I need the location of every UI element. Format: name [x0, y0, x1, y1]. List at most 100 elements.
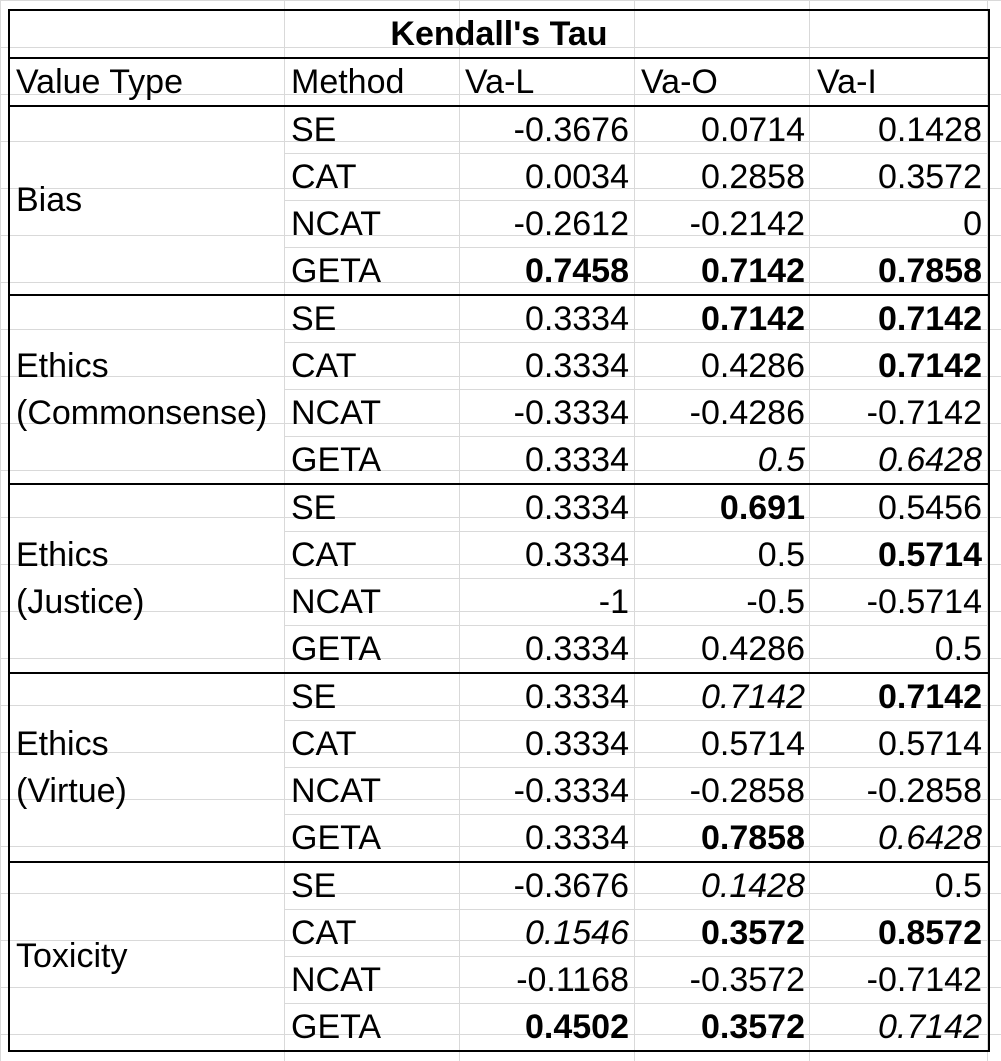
va-i-cell[interactable]: 0.3572	[811, 153, 990, 201]
value-type-cell[interactable]: Ethics (Virtue)	[8, 672, 285, 863]
va-l-cell[interactable]: -0.3334	[459, 767, 635, 815]
title-row: Kendall's Tau	[8, 9, 990, 59]
method-cell[interactable]: CAT	[285, 909, 459, 957]
va-l-cell[interactable]: -0.3676	[459, 105, 635, 154]
va-o-cell[interactable]: 0.691	[635, 483, 811, 532]
va-i-cell[interactable]: -0.2858	[811, 767, 990, 815]
va-l-cell[interactable]: 0.3334	[459, 483, 635, 532]
va-i-cell[interactable]: 0.5456	[811, 483, 990, 532]
va-o-cell[interactable]: 0.3572	[635, 1003, 811, 1052]
va-o-cell[interactable]: -0.5	[635, 578, 811, 626]
method-cell[interactable]: SE	[285, 105, 459, 154]
va-i-cell[interactable]: 0.7142	[811, 1003, 990, 1052]
value-type-cell[interactable]: Ethics (Justice)	[8, 483, 285, 674]
header-value-type[interactable]: Value Type	[8, 57, 285, 107]
va-l-cell[interactable]: 0.3334	[459, 436, 635, 485]
va-l-cell[interactable]: 0.3334	[459, 672, 635, 721]
value-type-label: (Virtue)	[16, 771, 127, 810]
table-row: GETA 0.4502 0.3572 0.7142	[9, 1003, 990, 1052]
table-row: GETA 0.7458 0.7142 0.7858	[9, 247, 990, 296]
va-i-cell[interactable]: 0.5	[811, 861, 990, 910]
va-o-cell[interactable]: -0.2858	[635, 767, 811, 815]
va-o-cell[interactable]: 0.3572	[635, 909, 811, 957]
va-l-cell[interactable]: 0.3334	[459, 294, 635, 343]
va-o-cell[interactable]: 0.7142	[635, 294, 811, 343]
va-o-cell[interactable]: 0.5	[635, 531, 811, 579]
va-i-cell[interactable]: 0.7142	[811, 672, 990, 721]
method-cell[interactable]: GETA	[285, 814, 459, 863]
va-o-cell[interactable]: -0.3572	[635, 956, 811, 1004]
va-i-cell[interactable]: 0.5714	[811, 531, 990, 579]
va-i-cell[interactable]: 0.5714	[811, 720, 990, 768]
va-o-cell[interactable]: -0.4286	[635, 389, 811, 437]
method-cell[interactable]: NCAT	[285, 956, 459, 1004]
va-i-cell[interactable]: 0	[811, 200, 990, 248]
header-method[interactable]: Method	[285, 57, 459, 107]
va-l-cell[interactable]: 0.3334	[459, 625, 635, 674]
method-cell[interactable]: GETA	[285, 625, 459, 674]
va-l-cell[interactable]: 0.3334	[459, 342, 635, 390]
va-o-cell[interactable]: 0.0714	[635, 105, 811, 154]
va-l-cell[interactable]: 0.0034	[459, 153, 635, 201]
va-i-cell[interactable]: 0.7858	[811, 247, 990, 296]
method-cell[interactable]: GETA	[285, 247, 459, 296]
method-cell[interactable]: NCAT	[285, 200, 459, 248]
method-cell[interactable]: SE	[285, 294, 459, 343]
va-o-cell[interactable]: 0.7858	[635, 814, 811, 863]
va-i-cell[interactable]: -0.7142	[811, 956, 990, 1004]
va-l-cell[interactable]: -0.3676	[459, 861, 635, 910]
method-cell[interactable]: SE	[285, 672, 459, 721]
method-cell[interactable]: SE	[285, 861, 459, 910]
method-cell[interactable]: GETA	[285, 1003, 459, 1052]
va-i-cell[interactable]: -0.5714	[811, 578, 990, 626]
va-i-cell[interactable]: 0.7142	[811, 342, 990, 390]
va-l-cell[interactable]: 0.3334	[459, 814, 635, 863]
table-row: CAT 0.1546 0.3572 0.8572	[9, 909, 990, 957]
method-cell[interactable]: SE	[285, 483, 459, 532]
va-l-cell[interactable]: -0.2612	[459, 200, 635, 248]
va-i-cell[interactable]: 0.6428	[811, 814, 990, 863]
method-cell[interactable]: CAT	[285, 531, 459, 579]
va-l-cell[interactable]: -1	[459, 578, 635, 626]
va-o-cell[interactable]: -0.2142	[635, 200, 811, 248]
va-i-cell[interactable]: 0.5	[811, 625, 990, 674]
va-o-cell[interactable]: 0.2858	[635, 153, 811, 201]
method-cell[interactable]: GETA	[285, 436, 459, 485]
va-l-cell[interactable]: 0.7458	[459, 247, 635, 296]
va-o-cell[interactable]: 0.7142	[635, 672, 811, 721]
va-i-cell[interactable]: 0.8572	[811, 909, 990, 957]
va-l-cell[interactable]: 0.3334	[459, 531, 635, 579]
method-cell[interactable]: CAT	[285, 342, 459, 390]
va-l-cell[interactable]: 0.4502	[459, 1003, 635, 1052]
header-va-l[interactable]: Va-L	[459, 57, 635, 107]
va-i-cell[interactable]: 0.6428	[811, 436, 990, 485]
va-o-cell[interactable]: 0.1428	[635, 861, 811, 910]
va-l-cell[interactable]: 0.1546	[459, 909, 635, 957]
header-va-o[interactable]: Va-O	[635, 57, 811, 107]
table-row: CAT 0.0034 0.2858 0.3572	[9, 153, 990, 201]
table-row: Bias SE -0.3676 0.0714 0.1428	[8, 105, 990, 296]
value-type-cell[interactable]: Bias	[8, 106, 285, 296]
header-va-i[interactable]: Va-I	[811, 57, 990, 107]
va-l-cell[interactable]: -0.1168	[459, 956, 635, 1004]
va-o-cell[interactable]: 0.5	[635, 436, 811, 485]
va-i-cell[interactable]: 0.1428	[811, 105, 990, 154]
method-cell[interactable]: CAT	[285, 720, 459, 768]
method-cell[interactable]: NCAT	[285, 767, 459, 815]
value-type-label: (Justice)	[16, 582, 145, 621]
va-l-cell[interactable]: -0.3334	[459, 389, 635, 437]
method-cell[interactable]: NCAT	[285, 389, 459, 437]
method-cell[interactable]: NCAT	[285, 578, 459, 626]
va-o-cell[interactable]: 0.7142	[635, 247, 811, 296]
va-l-cell[interactable]: 0.3334	[459, 720, 635, 768]
va-o-cell[interactable]: 0.4286	[635, 625, 811, 674]
va-i-cell[interactable]: -0.7142	[811, 389, 990, 437]
va-i-cell[interactable]: 0.7142	[811, 294, 990, 343]
va-o-cell[interactable]: 0.4286	[635, 342, 811, 390]
value-type-cell[interactable]: Toxicity	[8, 861, 285, 1052]
value-type-cell[interactable]: Ethics (Commonsense)	[8, 294, 285, 485]
table-title[interactable]: Kendall's Tau	[8, 9, 990, 59]
method-cell[interactable]: CAT	[285, 153, 459, 201]
va-o-cell[interactable]: 0.5714	[635, 720, 811, 768]
